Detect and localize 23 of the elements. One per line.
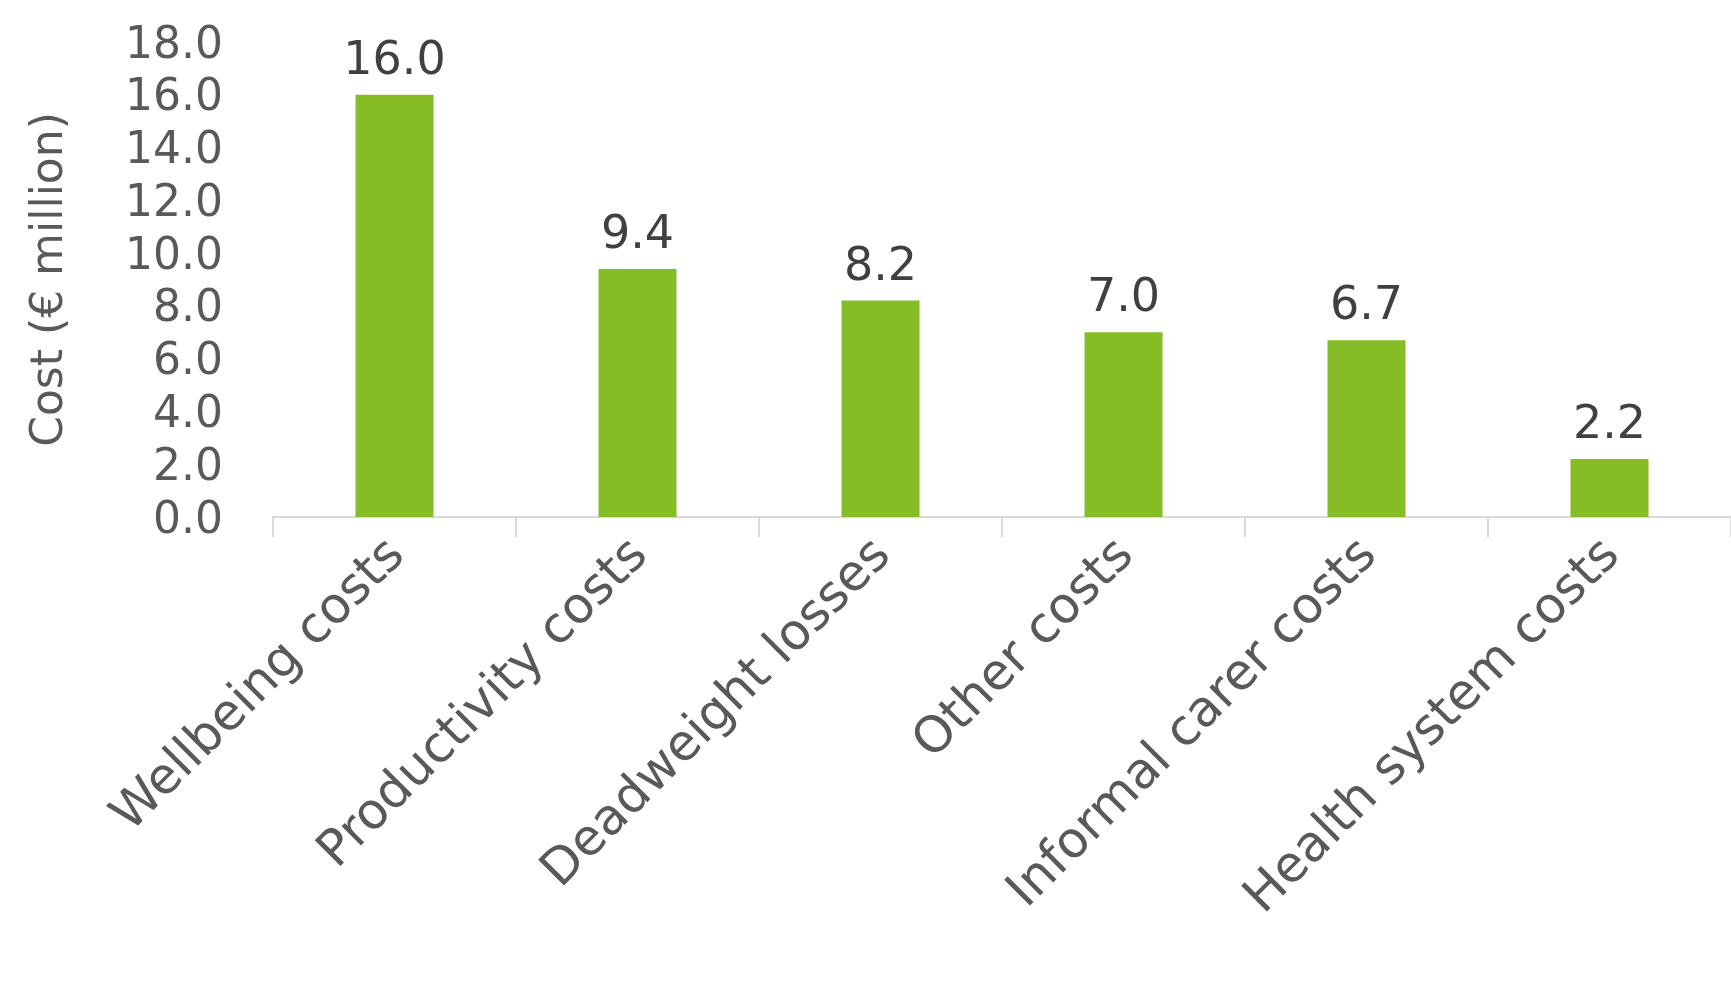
y-tick-label: 10.0 [125, 227, 223, 279]
bar [1084, 332, 1163, 517]
y-tick-label: 18.0 [125, 16, 223, 68]
y-tick-label: 16.0 [125, 69, 223, 121]
y-tick-label: 0.0 [153, 491, 223, 543]
data-label: 6.7 [1329, 276, 1404, 331]
y-tick-label: 12.0 [125, 174, 223, 226]
data-label: 7.0 [1086, 268, 1161, 323]
y-axis-title: Cost (€ million) [20, 112, 72, 447]
y-tick-label: 4.0 [153, 385, 223, 437]
bar [1327, 340, 1406, 517]
data-label: 16.0 [343, 30, 446, 85]
bar [355, 94, 434, 517]
bar [1570, 458, 1649, 517]
data-label: 2.2 [1572, 394, 1647, 449]
data-label: 9.4 [600, 204, 675, 259]
y-tick-label: 2.0 [153, 438, 223, 490]
data-label: 8.2 [843, 236, 918, 291]
bar [598, 268, 677, 517]
y-tick-label: 6.0 [153, 333, 223, 385]
y-tick-label: 8.0 [153, 280, 223, 332]
y-tick-label: 14.0 [125, 122, 223, 174]
bar [841, 300, 920, 517]
